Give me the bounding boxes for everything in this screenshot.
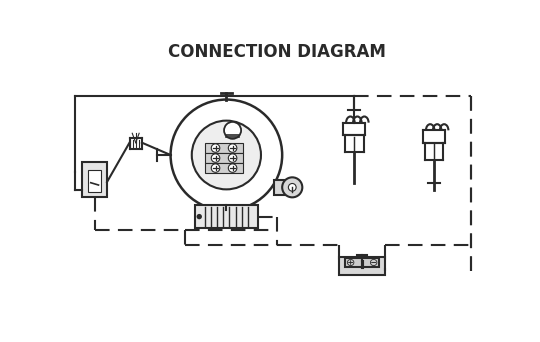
Circle shape bbox=[211, 144, 220, 152]
Circle shape bbox=[228, 144, 237, 152]
Circle shape bbox=[224, 122, 241, 139]
Circle shape bbox=[192, 121, 261, 189]
Bar bbox=[82, 162, 107, 197]
Bar bbox=[339, 256, 385, 275]
Bar bbox=[89, 170, 101, 192]
Circle shape bbox=[197, 214, 202, 219]
Circle shape bbox=[228, 154, 237, 162]
Circle shape bbox=[288, 184, 296, 191]
Bar bbox=[205, 163, 244, 173]
Circle shape bbox=[282, 177, 302, 197]
Bar bbox=[274, 180, 288, 195]
Bar bbox=[205, 153, 244, 163]
Bar bbox=[194, 205, 258, 228]
Text: CONNECTION DIAGRAM: CONNECTION DIAGRAM bbox=[168, 43, 386, 61]
Circle shape bbox=[211, 164, 220, 172]
Text: $\oplus$: $\oplus$ bbox=[345, 257, 355, 268]
Bar bbox=[205, 143, 244, 153]
Text: $\ominus$: $\ominus$ bbox=[368, 257, 379, 268]
Bar bbox=[345, 258, 379, 267]
Circle shape bbox=[228, 164, 237, 172]
Circle shape bbox=[211, 154, 220, 162]
